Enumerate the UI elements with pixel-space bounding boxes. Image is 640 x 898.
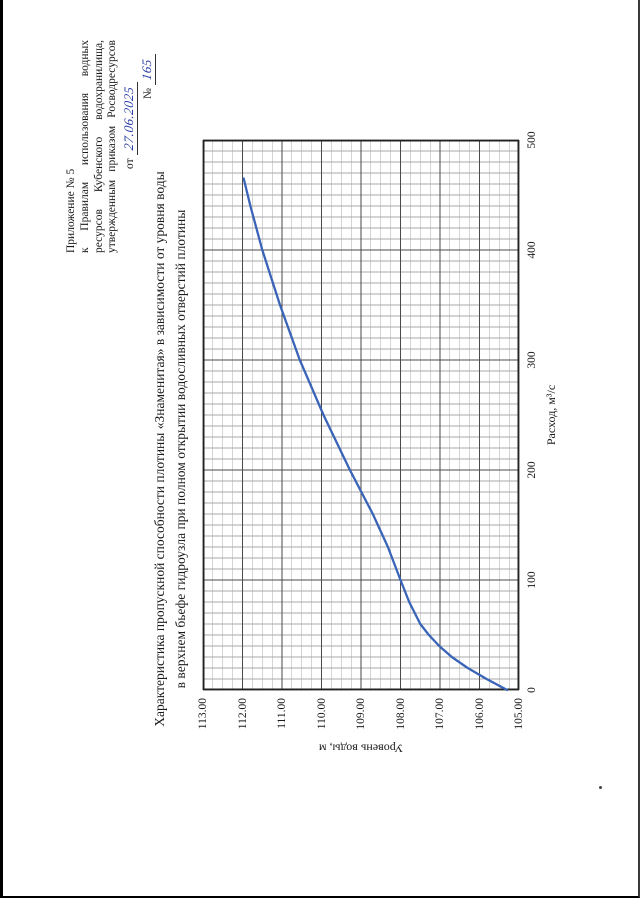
y-tick-label: 106.00: [473, 698, 486, 730]
x-tick-label: 200: [526, 461, 538, 479]
x-tick-label: 300: [526, 351, 538, 369]
appendix-header-line: ресурсов Кубенского водохранилища,: [92, 40, 105, 253]
rating-curve: [242, 177, 509, 692]
x-tick-label: 0: [526, 687, 538, 693]
date-underline: 27.06.2025: [121, 82, 139, 156]
y-tick-label: 110.00: [315, 698, 328, 730]
landscape-sheet: Приложение № 5 к Правилам использования …: [3, 0, 638, 896]
appendix-header-line: к Правилам использования водных: [78, 40, 91, 253]
handwritten-date: 27.06.2025: [121, 85, 137, 152]
y-tick-label: 112.00: [236, 698, 249, 730]
chart-title: Характеристика пропускной способности пл…: [149, 0, 191, 896]
x-tick-label: 400: [526, 241, 538, 259]
y-tick-label: 113.00: [197, 698, 209, 730]
chart-title-line-2: в верхнем бьефе гидроузла при полном отк…: [173, 209, 188, 689]
appendix-header-line: утвержденным приказом Росводресурсов: [106, 40, 119, 253]
x-axis-title: Расход, м³/с: [544, 384, 558, 446]
chart-title-line-1: Характеристика пропускной способности пл…: [152, 171, 167, 727]
y-tick-label: 111.00: [276, 698, 288, 729]
y-tick-label: 109.00: [355, 698, 367, 730]
x-tick-label: 500: [526, 131, 538, 149]
plot-area: 105.00 106.00 107.00 108.00 109.00 110.00 111.…: [197, 131, 558, 755]
x-tick-label: 100: [526, 571, 538, 589]
from-label: от: [124, 158, 137, 169]
order-date-line: от 27.06.2025: [121, 40, 139, 169]
y-tick-label: 105.00: [513, 698, 525, 730]
rating-curve-chart: [202, 139, 520, 692]
y-tick-label: 107.00: [434, 698, 446, 730]
appendix-number-line: Приложение № 5: [65, 168, 77, 253]
scan-speck: [599, 786, 602, 789]
y-tick-label: 108.00: [394, 698, 407, 730]
appendix-header: Приложение № 5 к Правилам использования …: [65, 40, 156, 253]
y-axis-title: Уровень воды, м: [318, 741, 404, 756]
